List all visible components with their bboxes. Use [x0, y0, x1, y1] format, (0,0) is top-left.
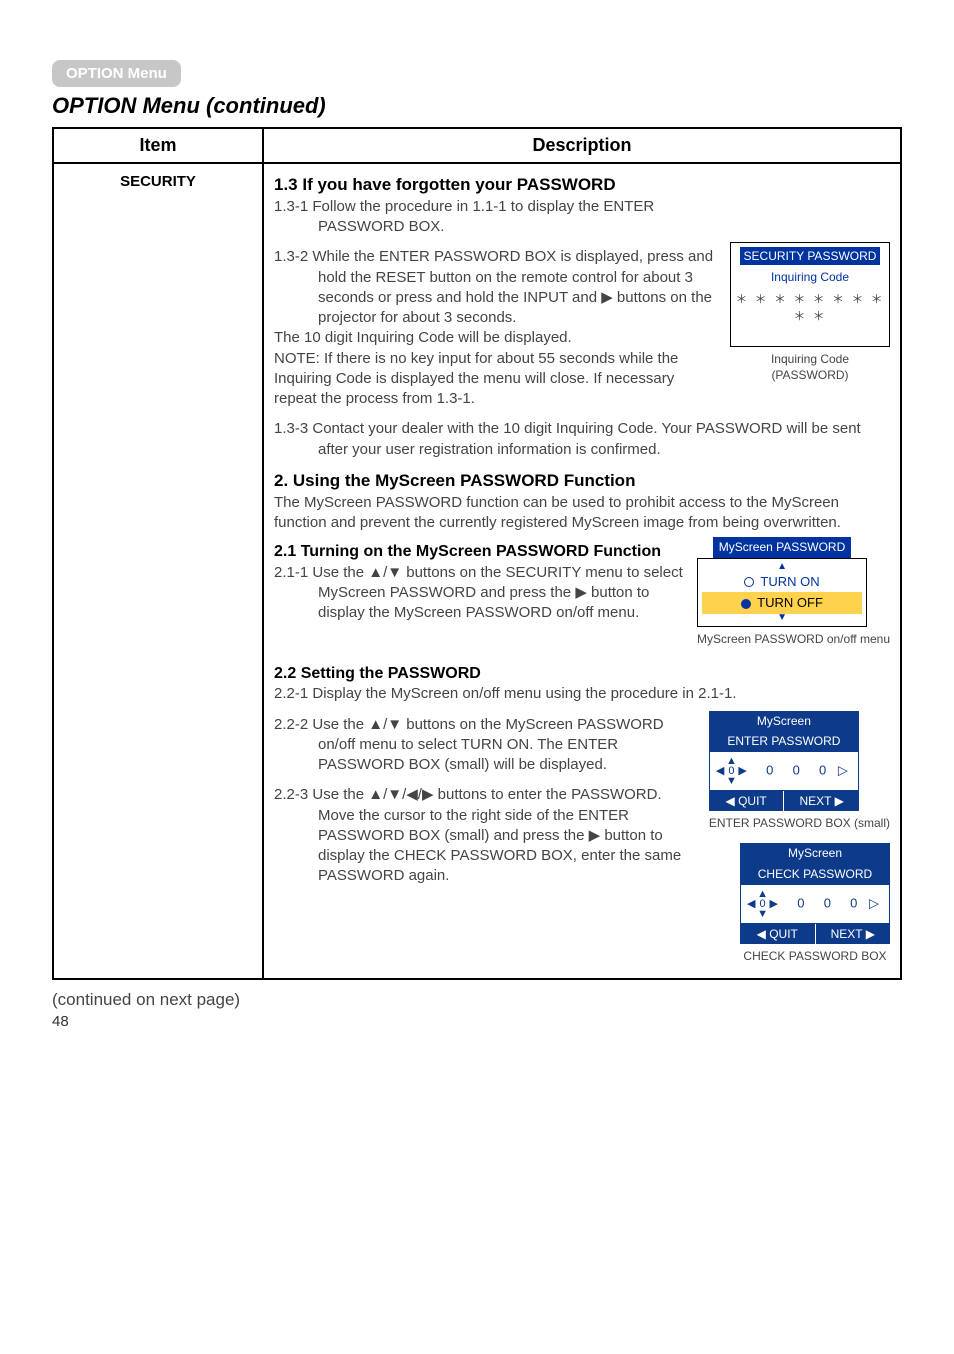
enter-password-title1: MyScreen	[709, 711, 859, 731]
text-1-3-3: 1.3-3 Contact your dealer with the 10 di…	[274, 419, 890, 460]
myscreen-toggle-tab: MyScreen PASSWORD	[713, 537, 851, 557]
enter-password-panel: MyScreen ENTER PASSWORD ▲◀0▶▼ 0 0 0 ▷ QU…	[709, 711, 859, 812]
arrow-up-icon: ▲	[702, 563, 862, 571]
description-cell: SECURITY PASSWORD Inquiring Code ＊ ＊ ＊ ＊…	[263, 163, 901, 979]
myscreen-toggle-caption: MyScreen PASSWORD on/off menu	[697, 631, 890, 647]
enter-password-caption: ENTER PASSWORD BOX (small)	[709, 815, 890, 831]
heading-1-3: 1.3 If you have forgotten your PASSWORD	[274, 174, 890, 197]
check-password-caption: CHECK PASSWORD BOX	[740, 948, 890, 964]
check-password-digits: ▲◀0▶▼ 0 0 0 ▷	[740, 884, 890, 924]
check-password-next: NEXT	[815, 924, 891, 944]
inquiring-code-caption1: Inquiring Code	[730, 351, 890, 367]
heading-2-2: 2.2 Setting the PASSWORD	[274, 663, 890, 685]
diagram-enter-password: MyScreen ENTER PASSWORD ▲◀0▶▼ 0 0 0 ▷ QU…	[709, 711, 890, 832]
myscreen-toggle-panel: MyScreen PASSWORD ▲ TURN ON TURN OFF ▼	[697, 537, 867, 626]
inquiring-code-dots: ＊ ＊ ＊ ＊ ＊ ＊ ＊ ＊ ＊ ＊	[735, 285, 885, 341]
toggle-row-turn-off: TURN OFF	[702, 592, 862, 614]
section-title: OPTION Menu (continued)	[52, 93, 902, 119]
check-password-title1: MyScreen	[740, 843, 890, 863]
col-header-item: Item	[53, 128, 263, 163]
diagram-check-password: MyScreen CHECK PASSWORD ▲◀0▶▼ 0 0 0 ▷ QU…	[740, 843, 890, 964]
check-password-title2: CHECK PASSWORD	[740, 864, 890, 884]
heading-2: 2. Using the MyScreen PASSWORD Function	[274, 470, 890, 493]
continued-note: (continued on next page)	[52, 990, 902, 1010]
text-1-3-1: 1.3-1 Follow the procedure in 1.1-1 to d…	[274, 197, 890, 238]
security-password-panel: SECURITY PASSWORD Inquiring Code ＊ ＊ ＊ ＊…	[730, 242, 890, 347]
inquiring-code-label: Inquiring Code	[735, 269, 885, 285]
enter-password-next: NEXT	[783, 791, 859, 811]
item-cell-security: SECURITY	[53, 163, 263, 979]
diagram-myscreen-toggle: MyScreen PASSWORD ▲ TURN ON TURN OFF ▼ M…	[697, 537, 890, 646]
check-password-quit: QUIT	[740, 924, 815, 944]
check-password-panel: MyScreen CHECK PASSWORD ▲◀0▶▼ 0 0 0 ▷ QU…	[740, 843, 890, 944]
security-password-header: SECURITY PASSWORD	[740, 247, 881, 265]
col-header-description: Description	[263, 128, 901, 163]
section-header-bar: OPTION Menu	[52, 60, 181, 87]
inquiring-code-caption2: (PASSWORD)	[730, 367, 890, 383]
toggle-row-turn-on: TURN ON	[702, 571, 862, 593]
diagram-inquiring-code: SECURITY PASSWORD Inquiring Code ＊ ＊ ＊ ＊…	[730, 242, 890, 383]
enter-password-title2: ENTER PASSWORD	[709, 731, 859, 751]
option-table: Item Description SECURITY SECURITY PASSW…	[52, 127, 902, 980]
enter-password-quit: QUIT	[709, 791, 784, 811]
page-number: 48	[52, 1013, 69, 1030]
arrow-down-icon: ▼	[702, 614, 862, 622]
enter-password-digits: ▲◀0▶▼ 0 0 0 ▷	[709, 751, 859, 791]
text-2-2-1: 2.2-1 Display the MyScreen on/off menu u…	[274, 684, 890, 704]
text-2-intro: The MyScreen PASSWORD function can be us…	[274, 493, 890, 534]
